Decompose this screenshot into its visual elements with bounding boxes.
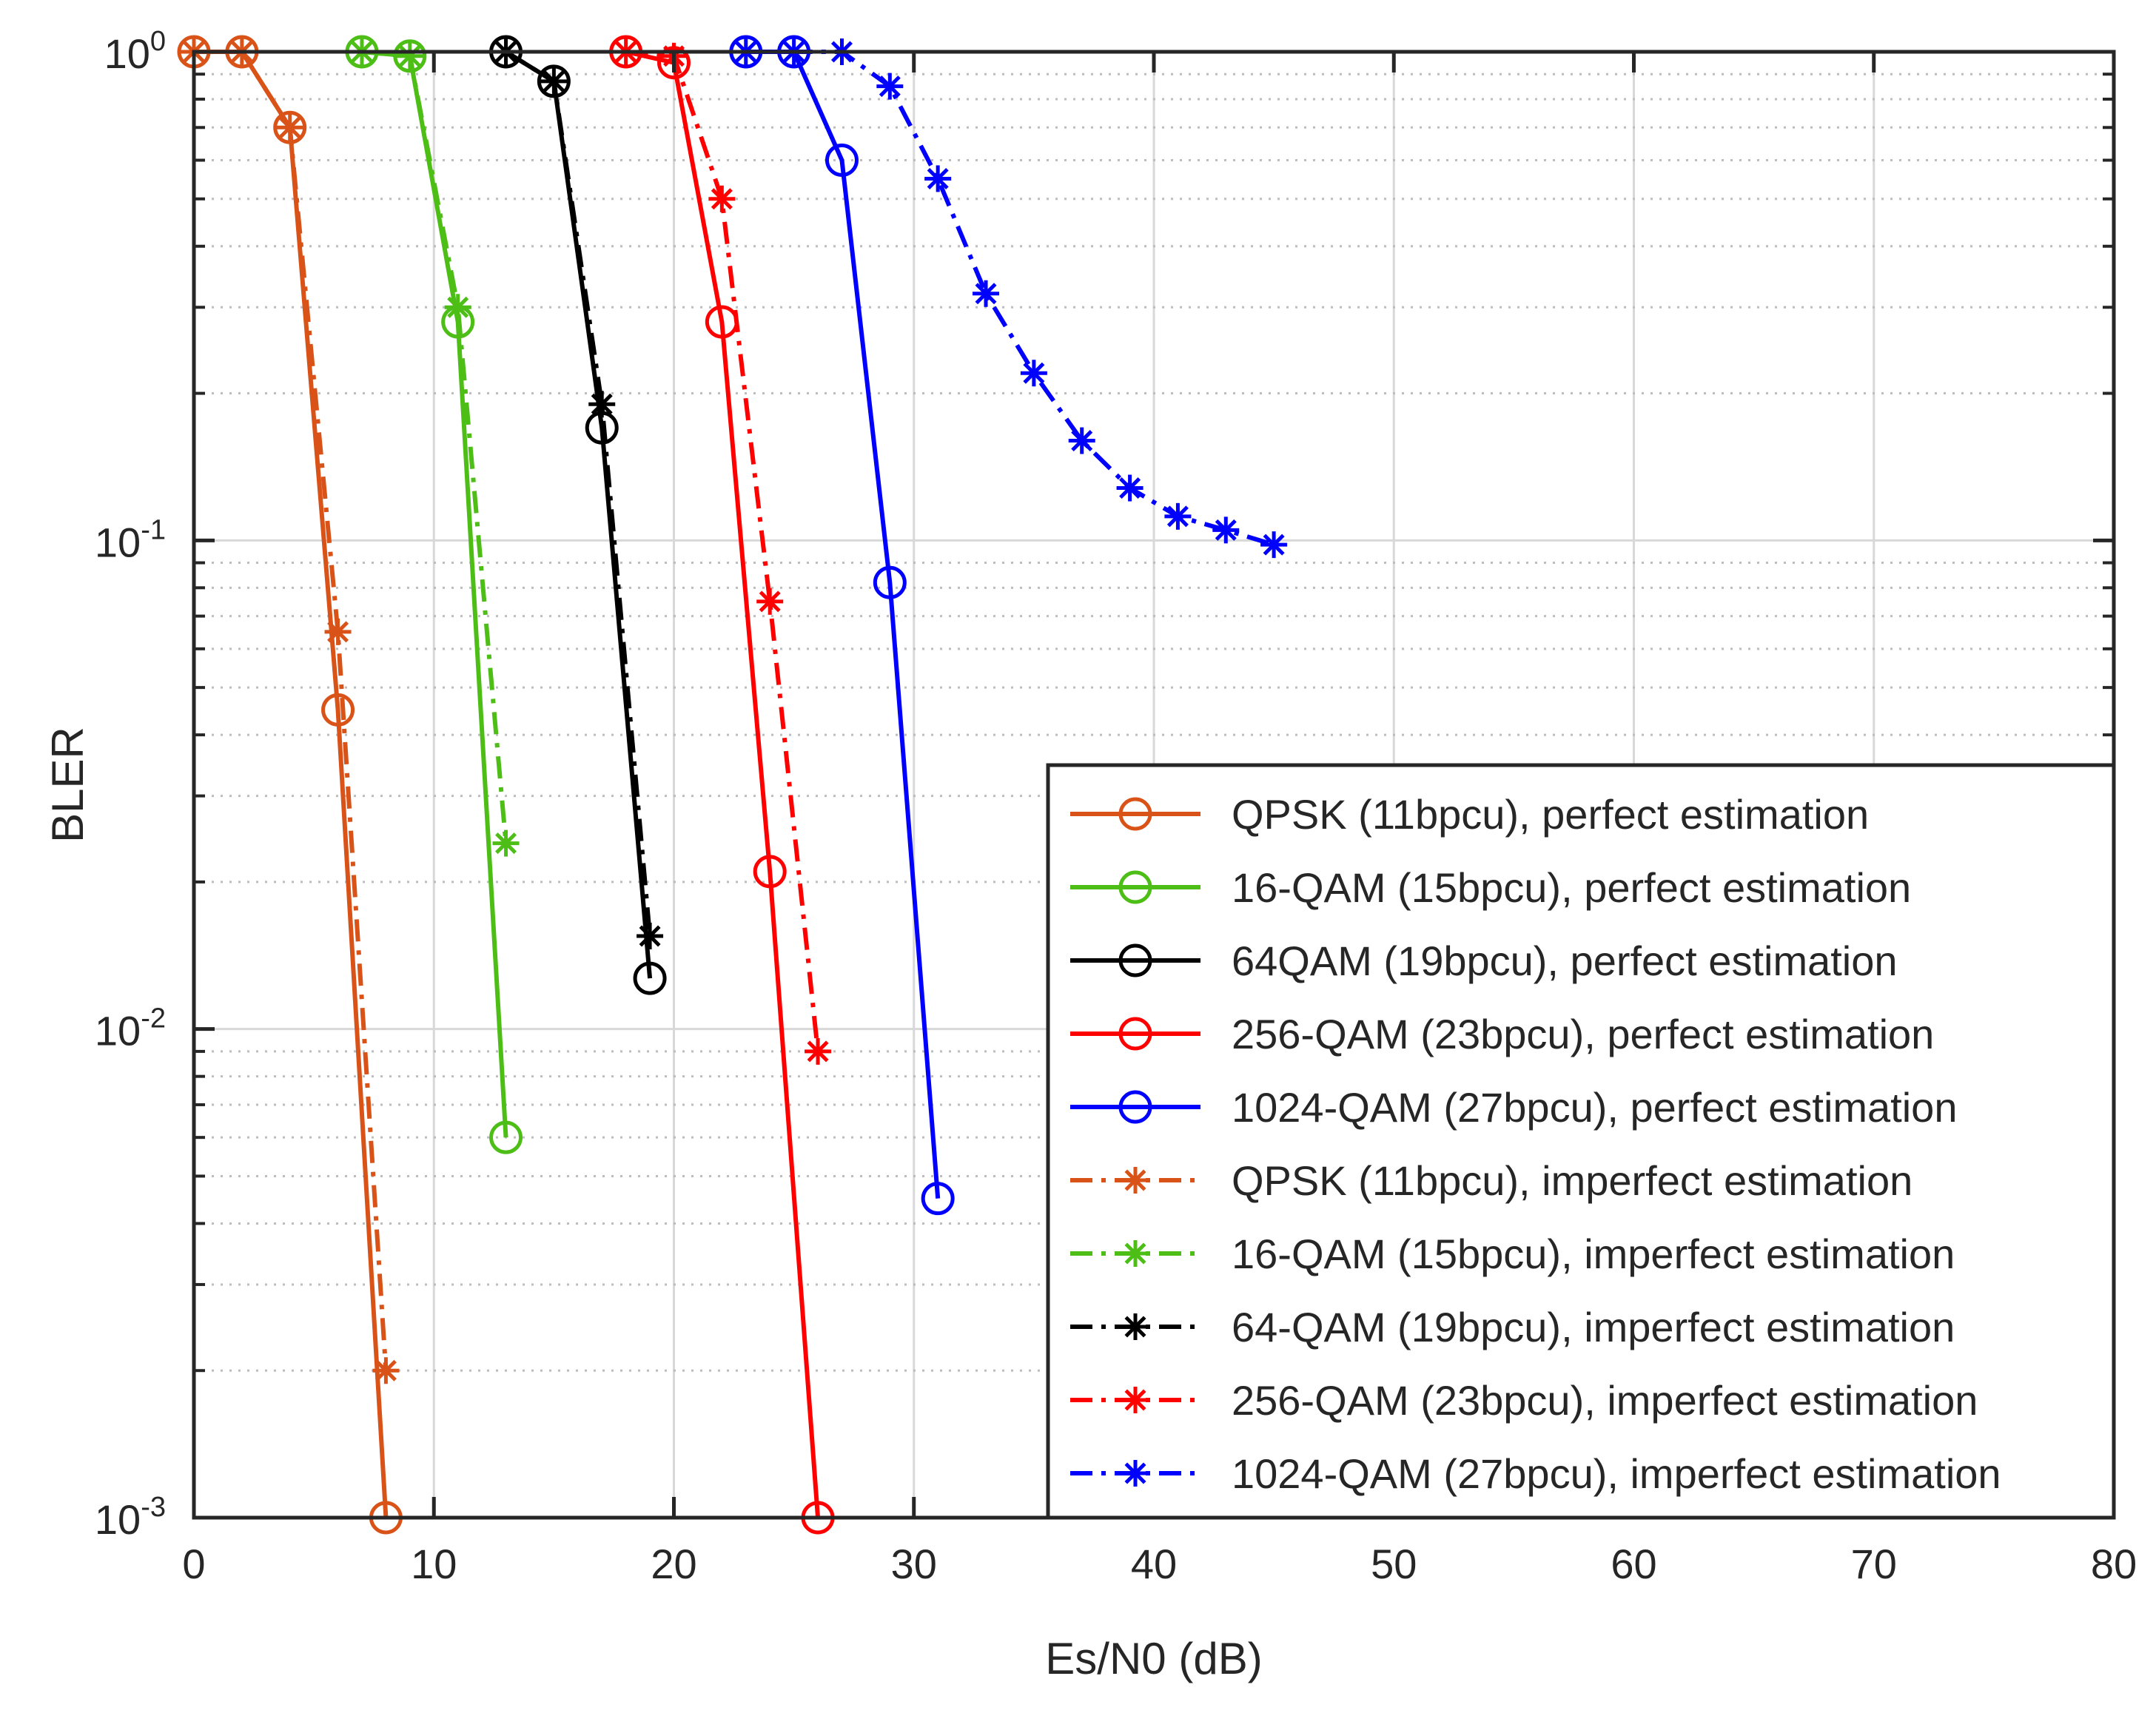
legend-entry: 64QAM (19bpcu), perfect estimation <box>1070 938 1898 984</box>
legend-label: 256-QAM (23bpcu), perfect estimation <box>1232 1011 1934 1057</box>
legend-swatch-marker <box>1122 1240 1149 1267</box>
x-tick-label: 20 <box>651 1541 696 1587</box>
legend-swatch-marker <box>1118 1090 1152 1124</box>
x-tick-label: 80 <box>2091 1541 2137 1587</box>
y-tick-label: 10-1 <box>95 514 166 565</box>
data-point <box>492 829 520 857</box>
data-point <box>1164 502 1192 530</box>
legend-swatch-marker <box>1122 1167 1149 1194</box>
legend-entry: 1024-QAM (27bpcu), perfect estimation <box>1070 1084 1957 1131</box>
legend-entry: QPSK (11bpcu), imperfect estimation <box>1070 1157 1912 1204</box>
legend-label: 64-QAM (19bpcu), imperfect estimation <box>1232 1304 1955 1350</box>
legend-swatch-marker <box>1122 1460 1149 1487</box>
legend-entry: 64-QAM (19bpcu), imperfect estimation <box>1070 1304 1955 1350</box>
data-point <box>276 114 303 141</box>
x-tick-label: 40 <box>1131 1541 1177 1587</box>
data-point <box>489 1120 523 1154</box>
data-point <box>825 143 859 177</box>
data-point <box>1020 360 1047 387</box>
legend-label: QPSK (11bpcu), perfect estimation <box>1232 791 1869 838</box>
data-point <box>637 922 664 949</box>
legend-label: 1024-QAM (27bpcu), perfect estimation <box>1232 1084 1957 1131</box>
legend-entry: 16-QAM (15bpcu), perfect estimation <box>1070 864 1911 911</box>
x-tick-label: 10 <box>411 1541 457 1587</box>
data-point <box>756 588 784 615</box>
data-point <box>537 64 571 98</box>
legend-entry: 256-QAM (23bpcu), perfect estimation <box>1070 1011 1934 1057</box>
x-tick-label: 0 <box>182 1541 205 1587</box>
data-point <box>924 165 952 192</box>
y-tick-label: 10-2 <box>95 1003 166 1054</box>
data-point <box>1116 474 1144 502</box>
x-tick-label: 70 <box>1851 1541 1897 1587</box>
legend-label: 1024-QAM (27bpcu), imperfect estimation <box>1232 1450 2001 1497</box>
legend-swatch-marker <box>1122 1387 1149 1413</box>
data-point <box>444 294 471 321</box>
legend-label: 256-QAM (23bpcu), imperfect estimation <box>1232 1377 1978 1424</box>
data-point <box>588 391 616 418</box>
y-tick-label: 100 <box>104 26 166 77</box>
legend-swatch-marker <box>1118 797 1152 831</box>
legend-swatch-marker <box>1122 1313 1149 1340</box>
data-point <box>324 618 352 645</box>
legend-label: 16-QAM (15bpcu), imperfect estimation <box>1232 1231 1955 1277</box>
legend-entry: 1024-QAM (27bpcu), imperfect estimation <box>1070 1450 2001 1497</box>
data-point <box>372 1357 400 1384</box>
legend-entry: 256-QAM (23bpcu), imperfect estimation <box>1070 1377 1978 1424</box>
data-point <box>321 693 355 727</box>
data-point <box>873 565 907 599</box>
data-point <box>973 280 1000 307</box>
x-tick-label: 50 <box>1371 1541 1417 1587</box>
series-10 <box>732 38 1288 559</box>
legend-label: QPSK (11bpcu), imperfect estimation <box>1232 1157 1912 1204</box>
data-point <box>1212 516 1240 544</box>
x-tick-label: 60 <box>1611 1541 1656 1587</box>
data-point <box>1260 531 1288 559</box>
x-tick-label: 30 <box>891 1541 937 1587</box>
legend-entry: 16-QAM (15bpcu), imperfect estimation <box>1070 1231 1955 1277</box>
x-axis-label: Es/N0 (dB) <box>1045 1634 1262 1683</box>
legend-swatch-marker <box>1118 1017 1152 1051</box>
legend-box <box>1046 763 2116 1520</box>
data-point <box>921 1182 955 1216</box>
legend-swatch-marker <box>1118 943 1152 977</box>
legend-swatch-marker <box>1118 870 1152 904</box>
data-point <box>805 1037 832 1065</box>
y-axis-label: BLER <box>43 727 93 843</box>
legend: QPSK (11bpcu), perfect estimation 16-QAM … <box>1046 763 2116 1520</box>
data-point <box>876 73 904 100</box>
data-point <box>540 67 568 95</box>
y-tick-label: 10-3 <box>95 1492 166 1543</box>
legend-label: 16-QAM (15bpcu), perfect estimation <box>1232 864 1911 911</box>
data-point <box>753 855 787 889</box>
legend-entry: QPSK (11bpcu), perfect estimation <box>1070 791 1869 838</box>
data-point <box>396 42 423 70</box>
data-point <box>708 185 736 212</box>
legend-label: 64QAM (19bpcu), perfect estimation <box>1232 938 1898 984</box>
data-point <box>633 961 667 995</box>
data-point <box>1068 427 1095 454</box>
